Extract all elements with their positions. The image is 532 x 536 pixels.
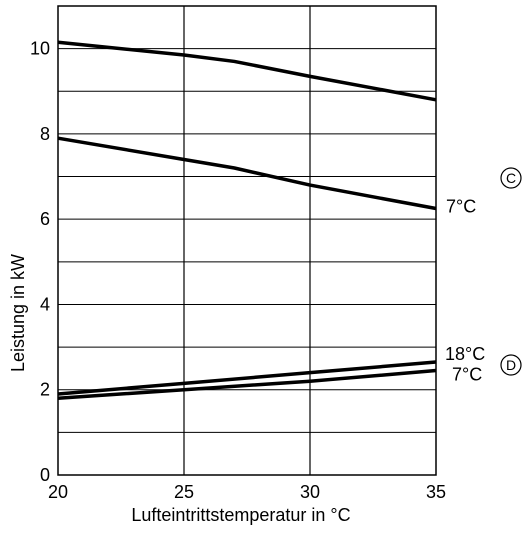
marker-d-circle: D: [500, 354, 522, 376]
y-axis-label: Leistung in kW: [8, 254, 28, 372]
series-line-1: [57, 136, 437, 211]
y-tick-label: 0: [40, 465, 50, 485]
series-label-7c-lower: 7°C: [452, 365, 482, 385]
tick-labels: 20 25 30 35 0 2 4 6 8 10: [30, 39, 446, 502]
y-tick-label: 6: [40, 209, 50, 229]
y-tick-label: 8: [40, 124, 50, 144]
x-axis-label: Lufteintrittstemperatur in °C: [131, 505, 350, 525]
series-line-3: [57, 368, 437, 401]
marker-d-label: D: [506, 357, 516, 373]
y-tick-label: 2: [40, 380, 50, 400]
series-line-2: [57, 360, 437, 396]
y-tick-label: 4: [40, 294, 50, 314]
series-label-7c-upper: 7°C: [446, 197, 476, 217]
marker-c-label: C: [506, 170, 516, 186]
series-label-18c: 18°C: [445, 344, 485, 364]
x-tick-label: 25: [174, 482, 194, 502]
x-tick-label: 20: [48, 482, 68, 502]
plot-frame: [57, 5, 437, 476]
series-lines: [57, 40, 437, 401]
x-tick-label: 30: [300, 482, 320, 502]
marker-c-circle: C: [500, 167, 522, 189]
x-tick-label: 35: [426, 482, 446, 502]
series-line-0: [57, 40, 437, 102]
y-tick-label: 10: [30, 39, 50, 59]
grid: [58, 6, 436, 475]
